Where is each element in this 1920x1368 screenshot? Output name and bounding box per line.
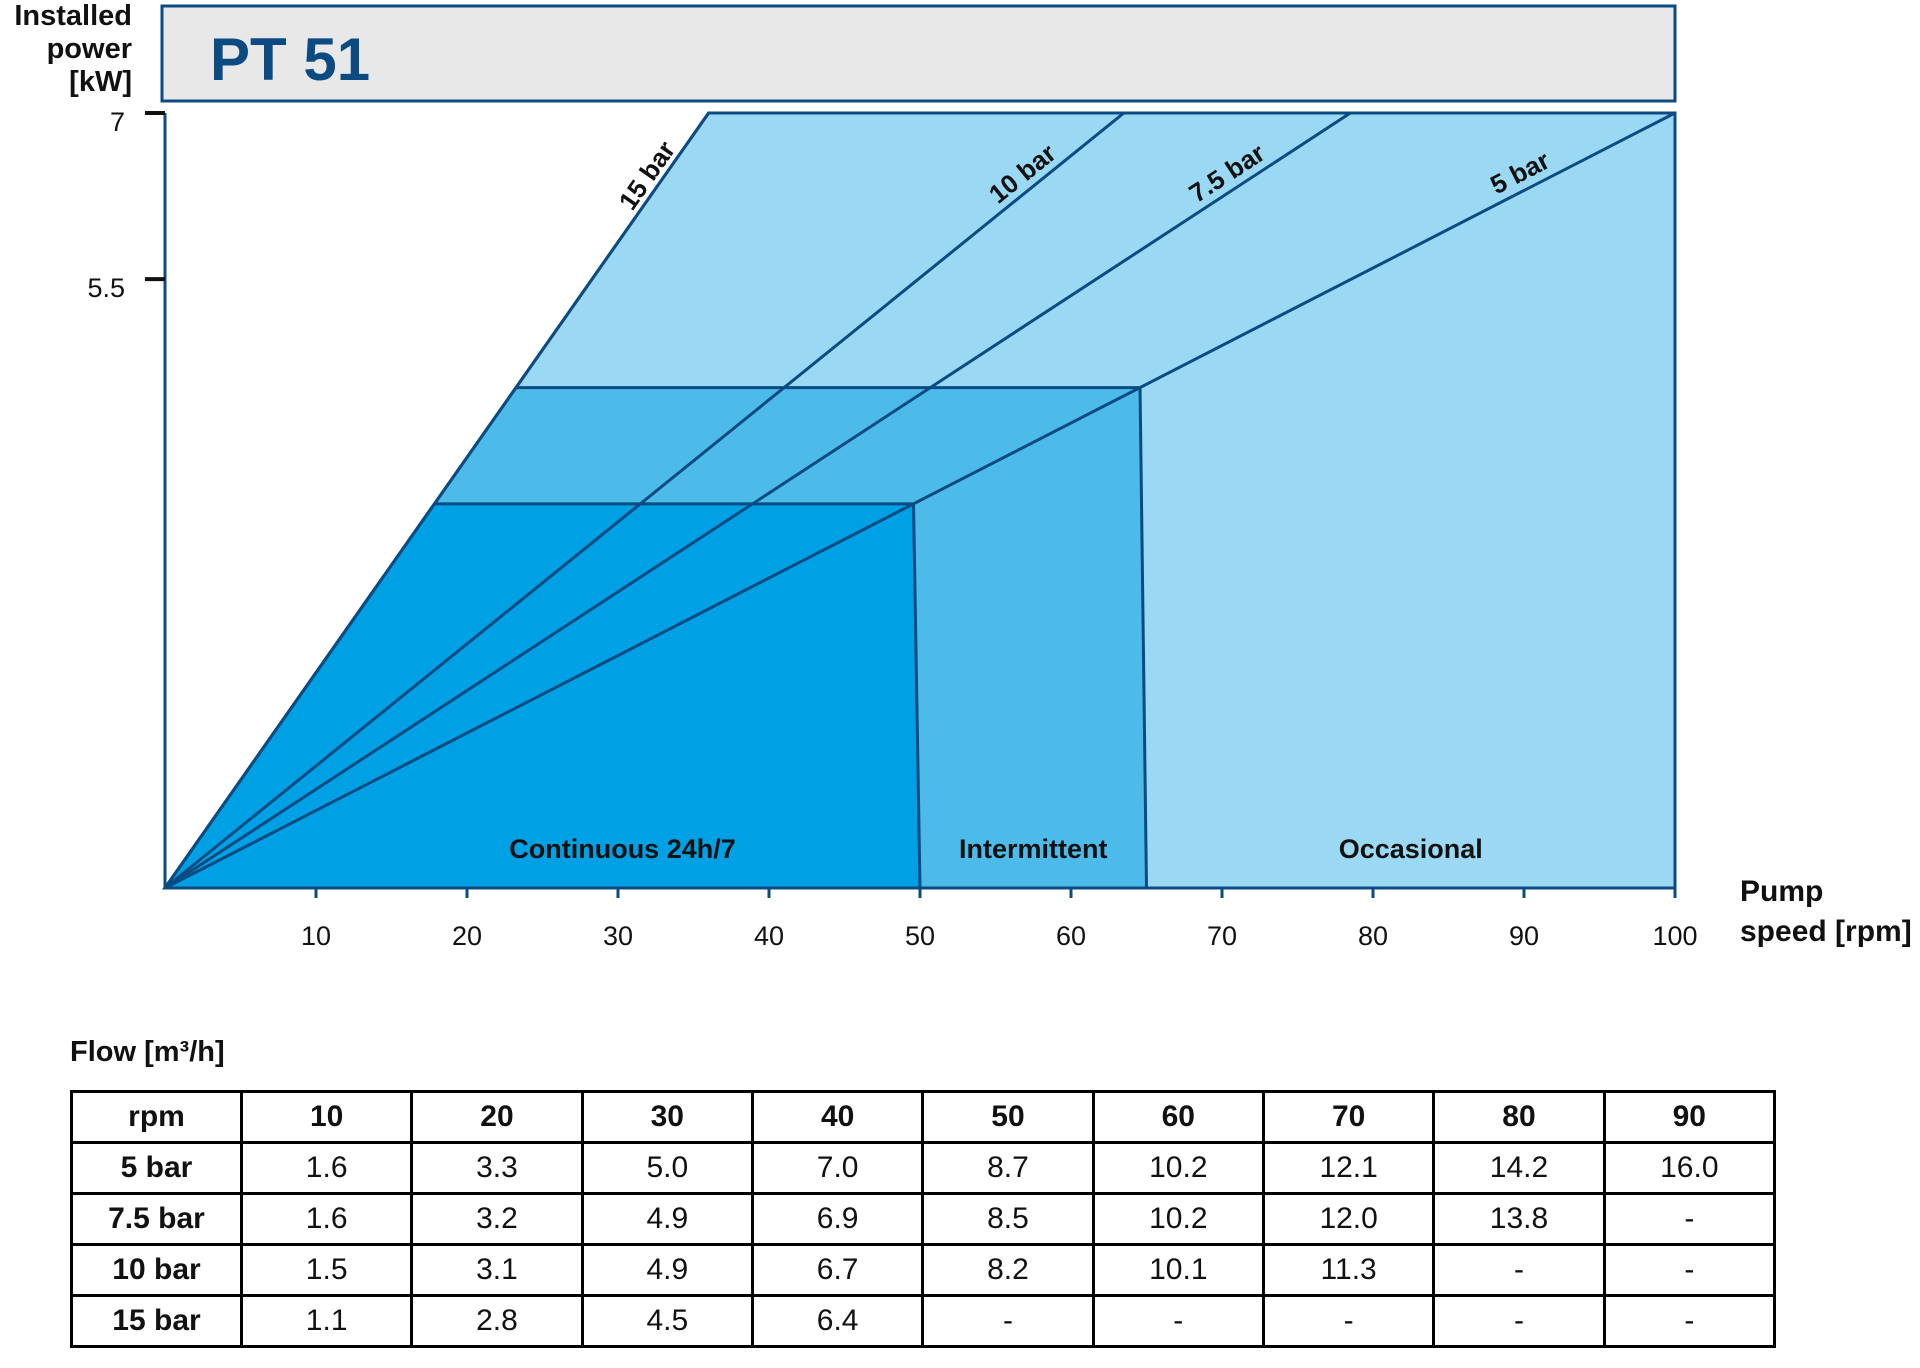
x-tick-label: 10 [301,921,331,951]
power-chart: 15 bar 10 bar 7.5 bar 5 bar Continuous 24h/… [0,0,1920,1020]
table-row-header: 15 bar [72,1296,242,1347]
chart-title: PT 51 [210,26,370,93]
table-header-cell: 90 [1604,1092,1774,1143]
table-cell: 12.1 [1263,1143,1433,1194]
table-row: 15 bar 1.1 2.8 4.5 6.4- - - - - [72,1296,1775,1347]
table-cell: 10.2 [1093,1143,1263,1194]
table-cell: 16.0 [1604,1143,1774,1194]
table-cell: 7.0 [752,1143,922,1194]
table-cell: 1.6 [242,1194,412,1245]
table-cell: 1.5 [242,1245,412,1296]
x-tick-label: 20 [452,921,482,951]
table-row: 5 bar 1.6 3.3 5.0 7.0 8.7 10.2 12.1 14.2 16.0 [72,1143,1775,1194]
table-cell: 3.2 [412,1194,582,1245]
region-label: Continuous 24h/7 [509,834,736,864]
flow-table-body: 5 bar 1.6 3.3 5.0 7.0 8.7 10.2 12.1 14.2 16.0 7.5 … [72,1143,1775,1347]
flow-table-title: Flow [m³/h] [70,1036,225,1069]
table-cell: - [1263,1296,1433,1347]
x-tick-label: 70 [1207,921,1237,951]
table-cell: 2.8 [412,1296,582,1347]
table-row-header: 10 bar [72,1245,242,1296]
table-header-cell: 10 [242,1092,412,1143]
x-tick-label: 90 [1509,921,1539,951]
table-cell: 4.9 [582,1194,752,1245]
table-cell: 8.7 [923,1143,1093,1194]
table-cell: 6.4 [752,1296,922,1347]
table-header-cell: rpm [72,1092,242,1143]
table-cell: 6.7 [752,1245,922,1296]
table-cell: 10.2 [1093,1194,1263,1245]
table-cell: 12.0 [1263,1194,1433,1245]
table-header-cell: 60 [1093,1092,1263,1143]
y-tick-label: 7 [110,107,125,137]
table-cell: 13.8 [1434,1194,1604,1245]
table-header-cell: 30 [582,1092,752,1143]
y-axis-label-line: Installed [0,0,132,33]
table-cell: 8.2 [923,1245,1093,1296]
y-axis-label-line: [kW] [0,66,132,99]
flow-table: rpm 10 20 30 40 50 60 70 80 90 5 bar 1.6 3.3 5.0 7.0 8… [70,1090,1776,1348]
table-cell: - [1604,1194,1774,1245]
table-cell: 6.9 [752,1194,922,1245]
table-header-cell: 20 [412,1092,582,1143]
table-cell: - [923,1296,1093,1347]
table-cell: - [1434,1245,1604,1296]
y-axis-label: Installed power [kW] [0,0,132,99]
table-header-cell: 80 [1434,1092,1604,1143]
table-cell: 1.1 [242,1296,412,1347]
table-header-cell: 40 [752,1092,922,1143]
title-box: PT 51 [162,6,1675,101]
table-row-header: 5 bar [72,1143,242,1194]
x-axis-label-line: Pump [1740,872,1912,912]
table-cell: 11.3 [1263,1245,1433,1296]
title-background [162,6,1675,101]
x-tick-label: 100 [1652,921,1697,951]
y-axis-label-line: power [0,33,132,66]
x-tick-label: 80 [1358,921,1388,951]
table-cell: 1.6 [242,1143,412,1194]
flow-table-header: rpm 10 20 30 40 50 60 70 80 90 [72,1092,1775,1143]
x-tick-label: 50 [905,921,935,951]
table-row: 10 bar 1.5 3.1 4.9 6.7 8.2 10.1 11.3- - [72,1245,1775,1296]
table-cell: 3.3 [412,1143,582,1194]
table-cell: 10.1 [1093,1245,1263,1296]
x-axis-label: Pump speed [rpm] [1740,872,1912,952]
table-cell: - [1093,1296,1263,1347]
x-tick-label: 60 [1056,921,1086,951]
table-cell: 3.1 [412,1245,582,1296]
x-tick-label: 40 [754,921,784,951]
table-row-header: 7.5 bar [72,1194,242,1245]
table-cell: - [1604,1296,1774,1347]
x-tick-label: 30 [603,921,633,951]
table-cell: 14.2 [1434,1143,1604,1194]
table-cell: 8.5 [923,1194,1093,1245]
table-cell: - [1434,1296,1604,1347]
table-cell: 5.0 [582,1143,752,1194]
x-axis-label-line: speed [rpm] [1740,912,1912,952]
table-cell: - [1604,1245,1774,1296]
table-cell: 4.5 [582,1296,752,1347]
table-header-cell: 50 [923,1092,1093,1143]
region-label: Occasional [1339,834,1483,864]
table-cell: 4.9 [582,1245,752,1296]
y-tick-label: 5.5 [87,273,125,303]
table-row: 7.5 bar 1.6 3.2 4.9 6.9 8.5 10.2 12.0 13.8- [72,1194,1775,1245]
table-header-cell: 70 [1263,1092,1433,1143]
region-label: Intermittent [959,834,1108,864]
